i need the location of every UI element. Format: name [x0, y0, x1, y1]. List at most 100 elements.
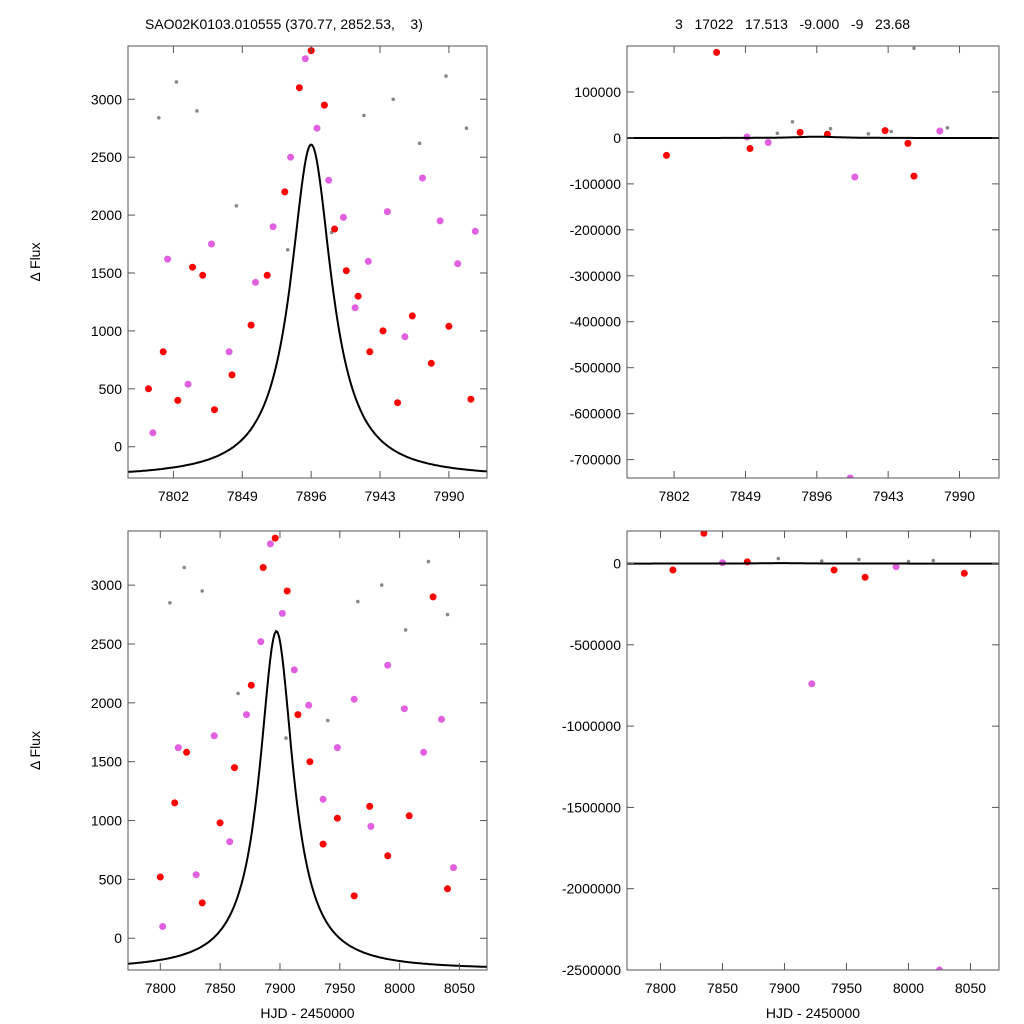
data-point-red — [331, 225, 339, 233]
data-point-red — [216, 819, 224, 827]
plot-frame — [127, 530, 488, 971]
data-point-gray — [168, 601, 172, 605]
data-point-magenta — [257, 638, 265, 646]
data-point-magenta — [226, 838, 234, 846]
data-point-magenta — [438, 715, 445, 723]
data-point-magenta — [454, 260, 462, 268]
x-tick-label: 8000 — [893, 980, 924, 996]
data-point-red — [174, 396, 182, 404]
data-point-gray — [828, 126, 833, 131]
y-tick-label: -1500000 — [562, 799, 621, 815]
data-point-gray — [464, 126, 469, 130]
data-point-magenta — [192, 871, 200, 879]
data-point-red — [247, 321, 255, 329]
x-tick-label: 7900 — [264, 980, 295, 996]
data-point-gray — [379, 583, 384, 587]
data-point-red — [145, 385, 152, 393]
data-point-gray — [236, 691, 240, 696]
y-tick-label: 2000 — [91, 695, 122, 711]
data-point-red — [700, 531, 708, 537]
y-tick-label: 1000 — [91, 323, 122, 339]
x-tick-label: 8050 — [444, 980, 475, 996]
data-point-red — [669, 566, 677, 574]
data-point-red — [427, 359, 435, 367]
data-point-magenta — [287, 153, 295, 161]
data-point-gray — [775, 131, 780, 136]
data-point-gray — [157, 116, 161, 120]
data-point-magenta — [339, 213, 347, 221]
x-tick-label: 7802 — [658, 488, 689, 504]
data-point-magenta — [164, 255, 172, 263]
x-tick-label: 7850 — [707, 980, 738, 996]
x-tick-label: 7800 — [145, 980, 176, 996]
y-tick-label: 2500 — [91, 636, 122, 652]
y-tick-label: -400000 — [570, 314, 622, 330]
data-point-red — [319, 840, 327, 848]
data-point-gray — [931, 558, 936, 563]
data-point-magenta — [319, 795, 327, 803]
data-point-red — [306, 758, 314, 766]
data-point-red — [294, 711, 302, 719]
x-tick-label: 7900 — [769, 980, 800, 996]
data-point-magenta — [351, 304, 359, 312]
x-axis-title: HJD - 2450000 — [766, 1005, 860, 1021]
data-point-magenta — [290, 666, 298, 674]
y-tick-label: -200000 — [570, 222, 622, 238]
data-point-red — [342, 267, 350, 275]
data-point-magenta — [252, 278, 259, 286]
data-point-red — [333, 814, 341, 822]
x-tick-label: 7802 — [158, 488, 189, 504]
y-axis-title: Δ Flux — [27, 243, 43, 282]
data-point-red — [183, 748, 191, 756]
data-point-gray — [790, 120, 795, 124]
data-point-red — [171, 799, 179, 807]
data-point-red — [366, 348, 374, 356]
data-point-red — [405, 812, 413, 820]
x-axis-title: HJD - 2450000 — [260, 1005, 354, 1021]
y-tick-label: 500 — [99, 871, 123, 887]
data-point-magenta — [208, 240, 215, 248]
data-point-gray — [234, 204, 239, 208]
data-point-magenta — [333, 744, 341, 752]
data-point-magenta — [420, 748, 428, 756]
chart-title-right: 3 17022 17.513 -9.000 -9 23.68 — [675, 16, 911, 32]
data-point-red — [295, 84, 303, 92]
model-curve — [128, 629, 487, 968]
data-point-magenta — [325, 176, 333, 184]
data-point-magenta — [184, 380, 192, 388]
data-point-red — [713, 48, 721, 56]
data-point-magenta — [174, 744, 182, 752]
y-tick-label: 100000 — [574, 84, 621, 100]
y-tick-label: 2000 — [91, 207, 122, 223]
x-tick-label: 8050 — [955, 980, 986, 996]
data-point-gray — [857, 557, 861, 562]
data-point-red — [796, 128, 804, 136]
y-tick-label: -300000 — [570, 268, 622, 284]
data-point-red — [156, 873, 164, 881]
data-point-gray — [866, 132, 871, 136]
y-tick-label: 500 — [99, 381, 123, 397]
data-point-red — [408, 312, 416, 320]
data-point-red — [247, 681, 255, 689]
x-tick-label: 7800 — [645, 980, 676, 996]
data-point-red — [281, 188, 289, 196]
data-point-red — [354, 292, 362, 300]
data-point-magenta — [149, 429, 157, 437]
plot-frame — [626, 45, 1000, 479]
x-tick-label: 7943 — [364, 488, 395, 504]
data-point-magenta — [269, 223, 277, 231]
y-axis-title: Δ Flux — [27, 731, 43, 770]
data-point-red — [283, 587, 291, 595]
data-point-red — [231, 764, 238, 772]
model-curve — [627, 135, 999, 139]
data-point-magenta — [301, 55, 309, 63]
data-point-magenta — [210, 732, 218, 740]
data-point-red — [429, 593, 437, 601]
data-point-magenta — [225, 348, 233, 356]
y-tick-label: -700000 — [570, 452, 622, 468]
data-point-gray — [906, 559, 911, 564]
data-point-red — [366, 802, 374, 810]
y-tick-label: 1500 — [91, 754, 122, 770]
data-point-magenta — [936, 127, 944, 135]
